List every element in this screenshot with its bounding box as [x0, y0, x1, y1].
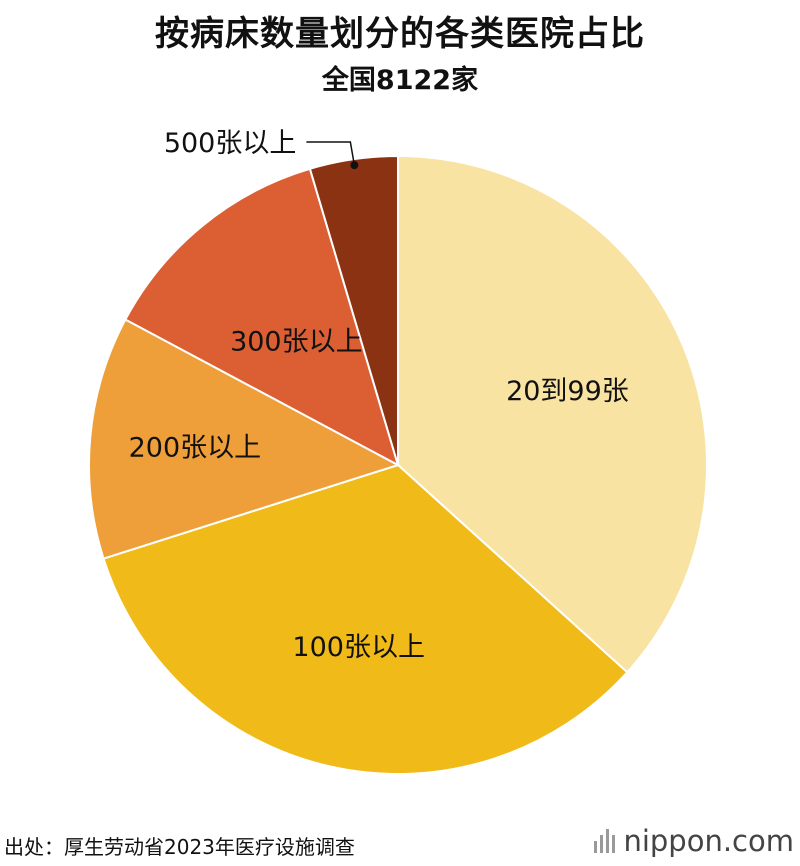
pie-slice-3 [88, 318, 401, 560]
pie-slice-4 [124, 167, 400, 468]
chart-title: 按病床数量划分的各类医院占比 [155, 14, 645, 54]
pie-slices [88, 154, 708, 775]
brand-suffix: .com [722, 824, 794, 858]
slice-label-4: 300张以上 [230, 327, 363, 358]
slice-label-5: 500张以上 [164, 128, 297, 159]
pie-chart: 20到99张 100张以上 200张以上 300张以上 500张以上 [88, 128, 708, 775]
pie-labels: 20到99张 100张以上 200张以上 300张以上 500张以上 [129, 128, 629, 663]
slice-label-2: 100张以上 [292, 632, 425, 663]
brand-logo[interactable]: nippon .com [594, 824, 794, 858]
chart-subtitle: 全国8122家 [321, 65, 479, 96]
pie-slice-1 [397, 154, 708, 674]
brand-bars-icon [594, 829, 616, 853]
slice-label-1: 20到99张 [506, 376, 629, 407]
pie-slice-2 [102, 463, 629, 775]
source-note: 出处：厚生劳动省2023年医疗设施调查 [4, 835, 355, 859]
brand-name: nippon [623, 824, 723, 858]
leader-line [306, 141, 356, 166]
slice-label-3: 200张以上 [129, 432, 262, 463]
